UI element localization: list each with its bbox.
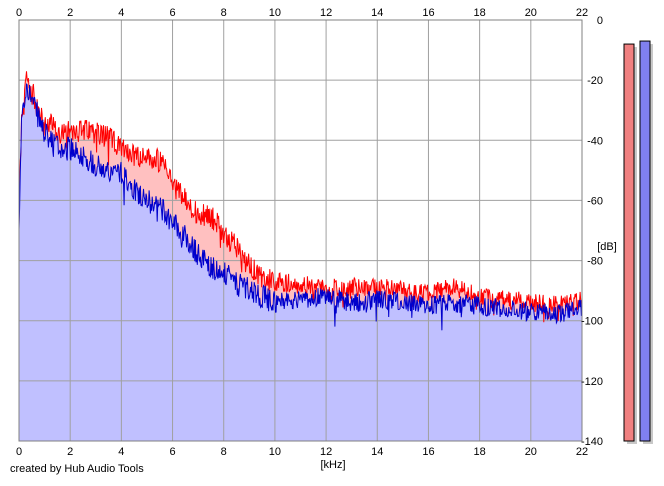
x-tick-label-top: 0 xyxy=(16,7,22,19)
x-tick-label-bottom: 16 xyxy=(422,446,434,458)
x-tick-label-bottom: 20 xyxy=(525,446,537,458)
x-tick-label-top: 2 xyxy=(67,7,73,19)
x-tick-label-bottom: 4 xyxy=(118,446,124,458)
blue-area xyxy=(19,84,582,441)
x-tick-label-top: 14 xyxy=(371,7,383,19)
x-tick-label-top: 6 xyxy=(169,7,175,19)
level-meter-left xyxy=(623,43,635,442)
y-tick-label: -80 xyxy=(587,256,603,268)
x-tick-label-top: 22 xyxy=(576,7,588,19)
x-tick-label-bottom: 14 xyxy=(371,446,383,458)
y-tick-label: -140 xyxy=(581,436,603,448)
y-tick-label: -120 xyxy=(581,376,603,388)
plot-border xyxy=(18,19,583,442)
x-tick-label-bottom: 2 xyxy=(67,446,73,458)
x-tick-label-top: 16 xyxy=(422,7,434,19)
x-tick-label-bottom: 6 xyxy=(169,446,175,458)
x-tick-label-bottom: 18 xyxy=(474,446,486,458)
x-tick-label-top: 12 xyxy=(320,7,332,19)
credit-text: created by Hub Audio Tools xyxy=(10,463,144,475)
y-tick-label: 0 xyxy=(597,15,603,27)
y-tick-label: -40 xyxy=(587,135,603,147)
y-axis-label: [dB] xyxy=(597,241,617,253)
x-tick-label-bottom: 22 xyxy=(576,446,588,458)
x-tick-label-bottom: 12 xyxy=(320,446,332,458)
x-tick-label-bottom: 0 xyxy=(16,446,22,458)
x-tick-label-top: 18 xyxy=(474,7,486,19)
y-tick-label: -60 xyxy=(587,195,603,207)
x-tick-label-top: 4 xyxy=(118,7,124,19)
x-axis-label: [kHz] xyxy=(320,459,345,471)
y-tick-label: -100 xyxy=(581,316,603,328)
y-tick-label: -20 xyxy=(587,75,603,87)
x-tick-label-top: 10 xyxy=(269,7,281,19)
level-meter-right xyxy=(639,40,651,442)
x-tick-label-top: 20 xyxy=(525,7,537,19)
x-tick-label-bottom: 10 xyxy=(269,446,281,458)
blue-series-line xyxy=(18,83,583,331)
x-tick-label-top: 8 xyxy=(221,7,227,19)
x-tick-label-bottom: 8 xyxy=(221,446,227,458)
